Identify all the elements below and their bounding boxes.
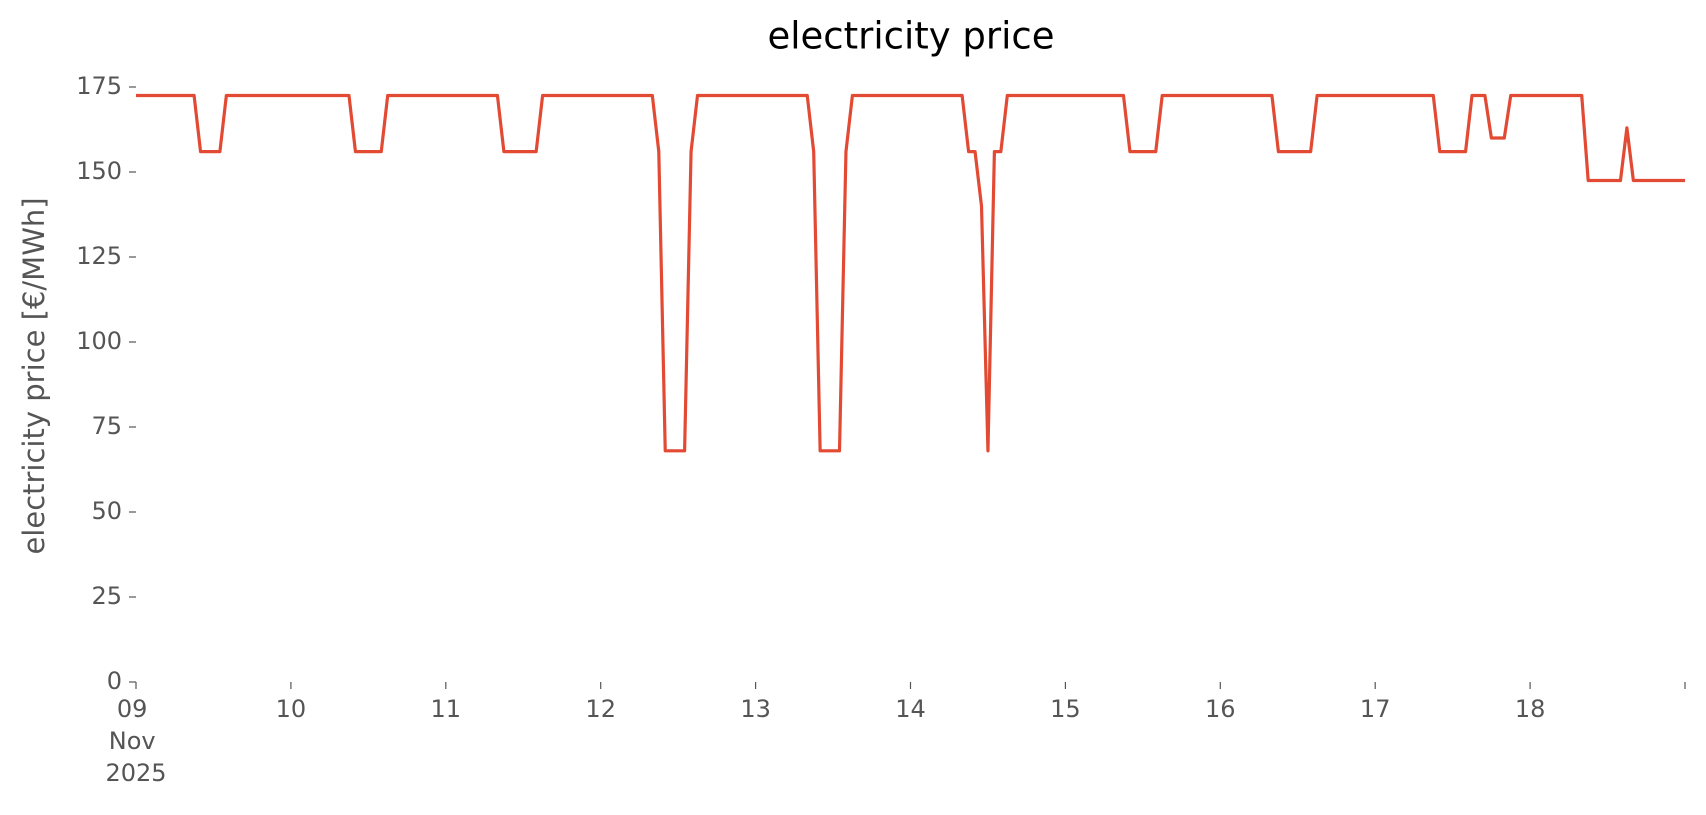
chart-title: electricity price [767,15,1054,58]
x-tick-label: 13 [740,695,771,723]
x-tick-label: 16 [1205,695,1236,723]
y-tick-label: 25 [91,582,122,610]
x-tick-label: 10 [276,695,307,723]
x-tick-label: 12 [585,695,616,723]
x-tick-label: 11 [431,695,462,723]
y-tick-label: 175 [76,72,122,100]
price-line [136,93,1685,453]
y-tick-label: 125 [76,242,122,270]
x-tick-label: 14 [895,695,926,723]
x-tick-label: 09 Nov 2025 [105,695,166,787]
y-tick-label: 50 [91,497,122,525]
y-tick-label: 75 [91,412,122,440]
x-tick-label: 17 [1360,695,1391,723]
x-tick-label: 15 [1050,695,1081,723]
x-tick-label: 18 [1515,695,1546,723]
y-tick-label: 150 [76,157,122,185]
y-tick-label: 100 [76,327,122,355]
y-axis-label: electricity price [€/MWh] [17,197,51,554]
y-tick-label: 0 [107,667,122,695]
